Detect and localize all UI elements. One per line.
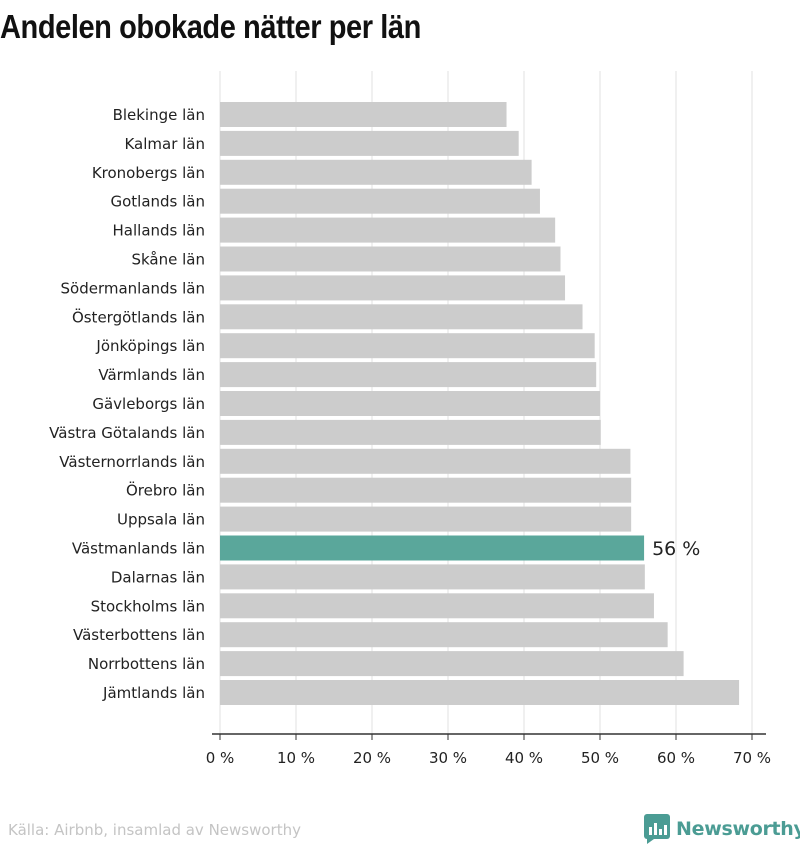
category-label: Stockholms län [91, 597, 205, 615]
bar [220, 275, 566, 301]
bar [220, 391, 600, 416]
bar [220, 564, 645, 590]
category-label: Västra Götalands län [49, 424, 205, 442]
bar [220, 448, 631, 474]
bar [220, 130, 519, 156]
category-label: Västmanlands län [72, 540, 205, 558]
x-tick-label: 60 % [657, 749, 695, 767]
bar [220, 159, 532, 185]
category-label: Skåne län [131, 251, 205, 269]
category-label: Värmlands län [98, 366, 205, 384]
category-label: Gävleborgs län [92, 395, 205, 413]
bars [220, 102, 740, 705]
bar [220, 217, 556, 243]
bar-chart: Blekinge län Kalmar län Kronobergs län Gotl… [49, 71, 771, 767]
category-label: Kalmar län [124, 135, 205, 153]
category-label: Kronobergs län [92, 164, 205, 182]
category-label: Gotlands län [110, 193, 205, 211]
newsworthy-logo-icon [644, 814, 670, 844]
category-label: Jönköpings län [95, 337, 205, 355]
bar [220, 419, 601, 445]
source-note: Källa: Airbnb, insamlad av Newsworthy [8, 821, 301, 839]
brand-name: Newsworthy [676, 818, 800, 840]
data-label-highlight: 56 % [652, 538, 700, 560]
bar [220, 333, 595, 359]
category-label: Jämtlands län [102, 684, 205, 702]
bar [220, 246, 561, 272]
bar [220, 593, 654, 619]
x-axis [212, 733, 766, 740]
bar [220, 362, 597, 388]
x-tick-label: 40 % [505, 749, 543, 767]
x-tick-label: 10 % [277, 749, 315, 767]
x-tick-label: 0 % [206, 749, 235, 767]
category-label: Norrbottens län [88, 655, 205, 673]
chart-title: Andelen obokade nätter per län [0, 8, 421, 45]
category-label: Blekinge län [113, 106, 205, 124]
bar [220, 680, 740, 705]
bar [220, 188, 540, 214]
data-labels: 56 % [652, 538, 700, 560]
bar [220, 102, 507, 127]
newsworthy-logo[interactable]: Newsworthy [644, 814, 800, 844]
x-tick-label: 20 % [353, 749, 391, 767]
category-label: Västernorrlands län [59, 453, 205, 471]
x-tick-label: 50 % [581, 749, 619, 767]
category-label: Östergötlands län [72, 307, 205, 326]
bar [220, 477, 632, 503]
bar [220, 622, 668, 648]
x-tick-label: 30 % [429, 749, 467, 767]
category-labels: Blekinge län Kalmar län Kronobergs län Gotl… [49, 106, 205, 702]
x-tick-label: 70 % [733, 749, 771, 767]
category-label: Örebro län [126, 481, 205, 500]
category-label: Uppsala län [117, 511, 205, 529]
category-label: Södermanlands län [61, 279, 206, 297]
bar-highlighted [220, 535, 645, 561]
category-label: Västerbottens län [73, 626, 205, 644]
category-label: Hallands län [113, 222, 205, 240]
bar [220, 651, 684, 677]
bar [220, 506, 632, 532]
x-tick-labels: 0 % 10 % 20 % 30 % 40 % 50 % 60 % 70 % [206, 749, 771, 767]
bar [220, 304, 583, 330]
category-label: Dalarnas län [111, 568, 205, 586]
